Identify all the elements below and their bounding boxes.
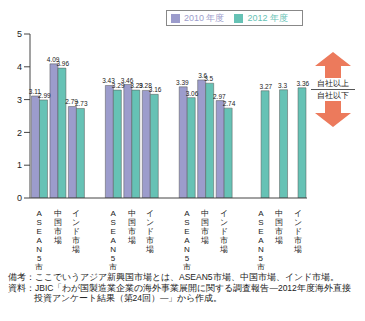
html-text:自社以上: 自社以上 — [317, 79, 349, 88]
svg-text:5: 5 — [17, 29, 22, 39]
svg-text:3: 3 — [17, 95, 22, 105]
svg-text:中国市場: 中国市場 — [200, 209, 209, 245]
svg-text:2.97: 2.97 — [213, 93, 226, 100]
svg-text:2.73: 2.73 — [75, 100, 88, 107]
svg-text:3.11: 3.11 — [28, 88, 41, 95]
svg-text:3.43: 3.43 — [102, 77, 115, 85]
html-text:自社以下: 自社以下 — [317, 91, 349, 100]
html-text:備考：ここでいうアジア新興国市場とは、ASEAN5市場、中国: 備考：ここでいうアジア新興国市場とは、ASEAN5市場、中国市場、インド市場。 — [8, 272, 339, 282]
svg-text:中国市場: 中国市場 — [127, 209, 136, 245]
svg-text:2.99: 2.99 — [38, 92, 51, 99]
svg-text:ASEAN5市場: ASEAN5市場 — [182, 209, 191, 270]
svg-text:3.36: 3.36 — [297, 80, 310, 87]
svg-text:3.5: 3.5 — [204, 75, 213, 82]
svg-text:3.29: 3.29 — [130, 82, 143, 89]
svg-text:ASEAN5市場: ASEAN5市場 — [34, 209, 43, 270]
svg-text:3.39: 3.39 — [176, 79, 189, 86]
svg-text:インド市場: インド市場 — [293, 209, 302, 254]
svg-text:4: 4 — [17, 62, 22, 72]
svg-text:3.46: 3.46 — [120, 76, 134, 84]
html-text:2012 年度: 2012 年度 — [247, 13, 288, 23]
svg-text:3.06: 3.06 — [186, 90, 199, 97]
svg-text:3.16: 3.16 — [149, 86, 162, 93]
svg-text:2.79: 2.79 — [65, 98, 78, 106]
svg-text:1: 1 — [17, 160, 22, 170]
svg-text:インド市場: インド市場 — [145, 209, 154, 254]
svg-text:3.3: 3.3 — [278, 82, 287, 89]
svg-text:3.29: 3.29 — [112, 82, 125, 89]
svg-text:インド市場: インド市場 — [219, 209, 228, 254]
svg-text:2: 2 — [17, 128, 22, 138]
svg-text:3.27: 3.27 — [260, 83, 273, 90]
svg-text:ASEAN5市場: ASEAN5市場 — [256, 209, 265, 270]
svg-text:0: 0 — [17, 193, 22, 203]
svg-text:2.74: 2.74 — [223, 100, 236, 107]
svg-text:中国市場: 中国市場 — [53, 209, 62, 245]
svg-text:3.6: 3.6 — [198, 71, 208, 79]
svg-text:中国市場: 中国市場 — [274, 209, 283, 245]
svg-text:3.96: 3.96 — [56, 60, 69, 67]
svg-text:ASEAN5市場: ASEAN5市場 — [108, 209, 117, 270]
html-text:2010 年度: 2010 年度 — [183, 13, 225, 23]
svg-text:4.09: 4.09 — [46, 55, 60, 63]
html-text:資料：JBIC「わが国製造業企業の海外事業展開に関する調査報: 資料：JBIC「わが国製造業企業の海外事業展開に関する調査報告―2012年度海外… — [8, 282, 351, 304]
svg-text:インド市場: インド市場 — [71, 209, 80, 254]
